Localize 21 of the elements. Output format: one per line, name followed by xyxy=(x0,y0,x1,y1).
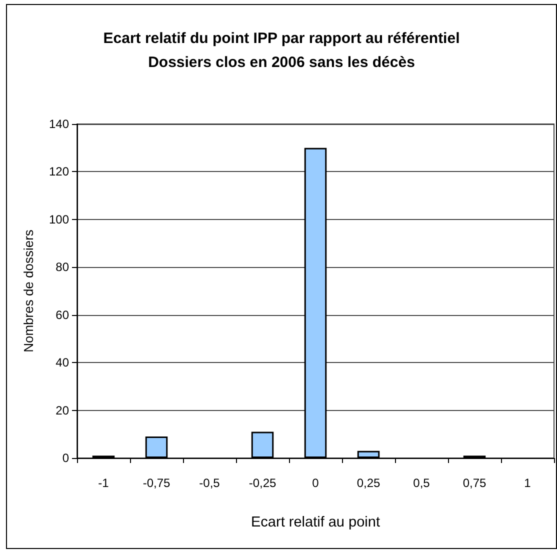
x-tick-label: -0,5 xyxy=(199,476,220,490)
x-tick-label: -1 xyxy=(98,476,110,490)
y-tick-label: 100 xyxy=(48,212,70,226)
y-tick-label: 0 xyxy=(62,451,70,465)
x-tick-label: 0,5 xyxy=(413,476,430,490)
x-tick-label: 0,75 xyxy=(462,476,486,490)
chart-subtitle: Dossiers clos en 2006 sans les décès xyxy=(148,54,415,71)
x-tick-label: 0 xyxy=(312,476,320,490)
x-tick-label: -0,75 xyxy=(142,476,170,490)
y-axis-title: Nombres de dossiers xyxy=(21,229,36,352)
chart-title: Ecart relatif du point IPP par rapport au référentiel xyxy=(103,30,460,47)
x-axis-title: Ecart relatif au point xyxy=(251,514,380,530)
x-tick-label: 0,25 xyxy=(356,476,380,490)
y-tick-label: 60 xyxy=(56,308,70,322)
y-tick-label: 40 xyxy=(56,356,70,370)
x-tick-label: 1 xyxy=(524,476,532,490)
x-tick-label: -0,25 xyxy=(248,476,276,490)
y-tick-label: 120 xyxy=(48,164,70,179)
y-tick-label: 20 xyxy=(56,403,70,418)
y-tick-label: 140 xyxy=(48,117,70,131)
y-tick-label: 80 xyxy=(56,260,70,274)
